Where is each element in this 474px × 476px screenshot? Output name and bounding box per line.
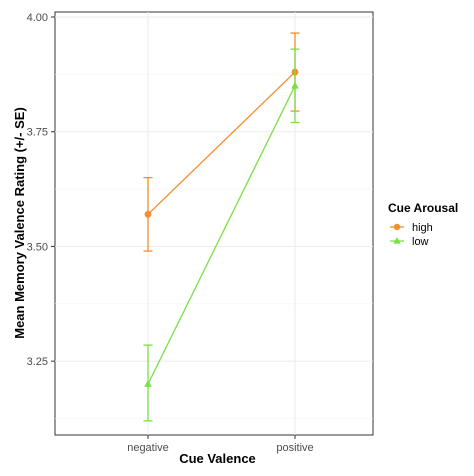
y-tick-label: 3.50 xyxy=(27,241,48,253)
legend-label: high xyxy=(412,222,433,234)
y-axis-title: Mean Memory Valence Rating (+/- SE) xyxy=(12,107,27,339)
x-axis-title: Cue Valence xyxy=(179,451,256,466)
series-low xyxy=(143,48,300,422)
series-high xyxy=(143,32,300,252)
data-point-low xyxy=(291,81,299,89)
legend-key-marker xyxy=(393,223,401,231)
x-tick-label: positive xyxy=(276,442,313,454)
legend-items: high low xyxy=(390,222,433,248)
legend-item-low: low xyxy=(390,236,429,248)
data-point-high xyxy=(144,210,152,218)
y-tick-label: 3.75 xyxy=(27,127,48,139)
legend-item-high: high xyxy=(390,222,433,234)
legend: Cue Arousal high low xyxy=(388,201,458,248)
y-tick-label: 4.00 xyxy=(27,12,48,24)
data-series xyxy=(143,32,300,422)
y-tick-label: 3.25 xyxy=(27,356,48,368)
series-line-low xyxy=(147,85,296,385)
plot-panel xyxy=(54,11,374,436)
data-point-low xyxy=(144,379,152,387)
legend-key-marker xyxy=(393,237,401,244)
x-tick-label: negative xyxy=(127,442,169,454)
y-axis: 3.25 3.50 3.75 4.00 xyxy=(27,12,55,368)
x-axis: negative positive xyxy=(127,435,314,454)
legend-title: Cue Arousal xyxy=(388,201,458,215)
legend-label: low xyxy=(412,236,429,248)
series-line-high xyxy=(147,71,296,215)
